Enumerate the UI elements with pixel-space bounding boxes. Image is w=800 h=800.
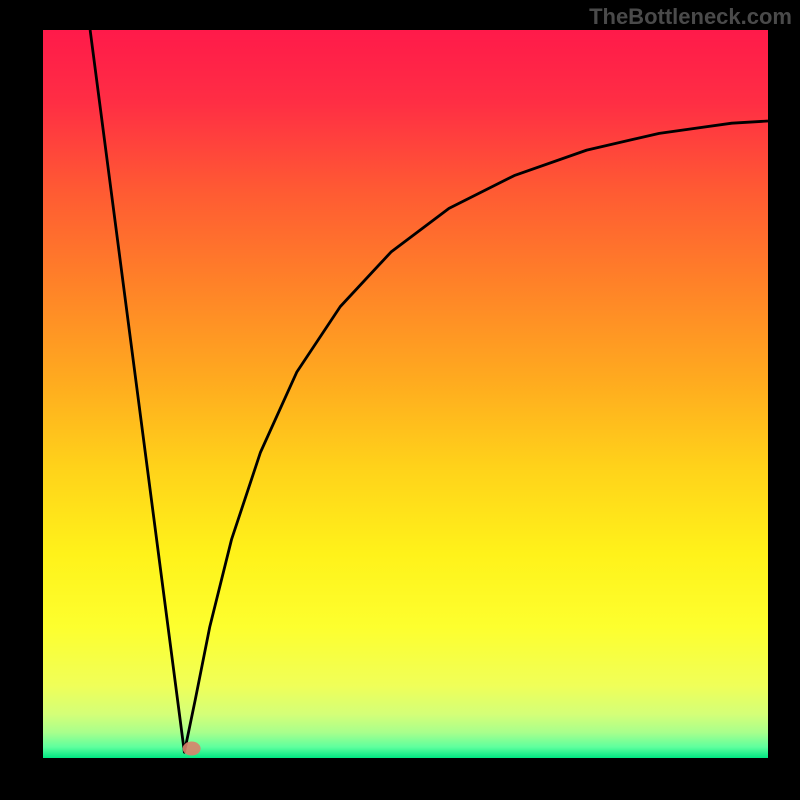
chart-container: TheBottleneck.com (0, 0, 800, 800)
watermark-text: TheBottleneck.com (589, 4, 792, 30)
bottleneck-curve-chart (0, 0, 800, 800)
gradient-background (43, 30, 768, 758)
minimum-marker (183, 742, 201, 756)
